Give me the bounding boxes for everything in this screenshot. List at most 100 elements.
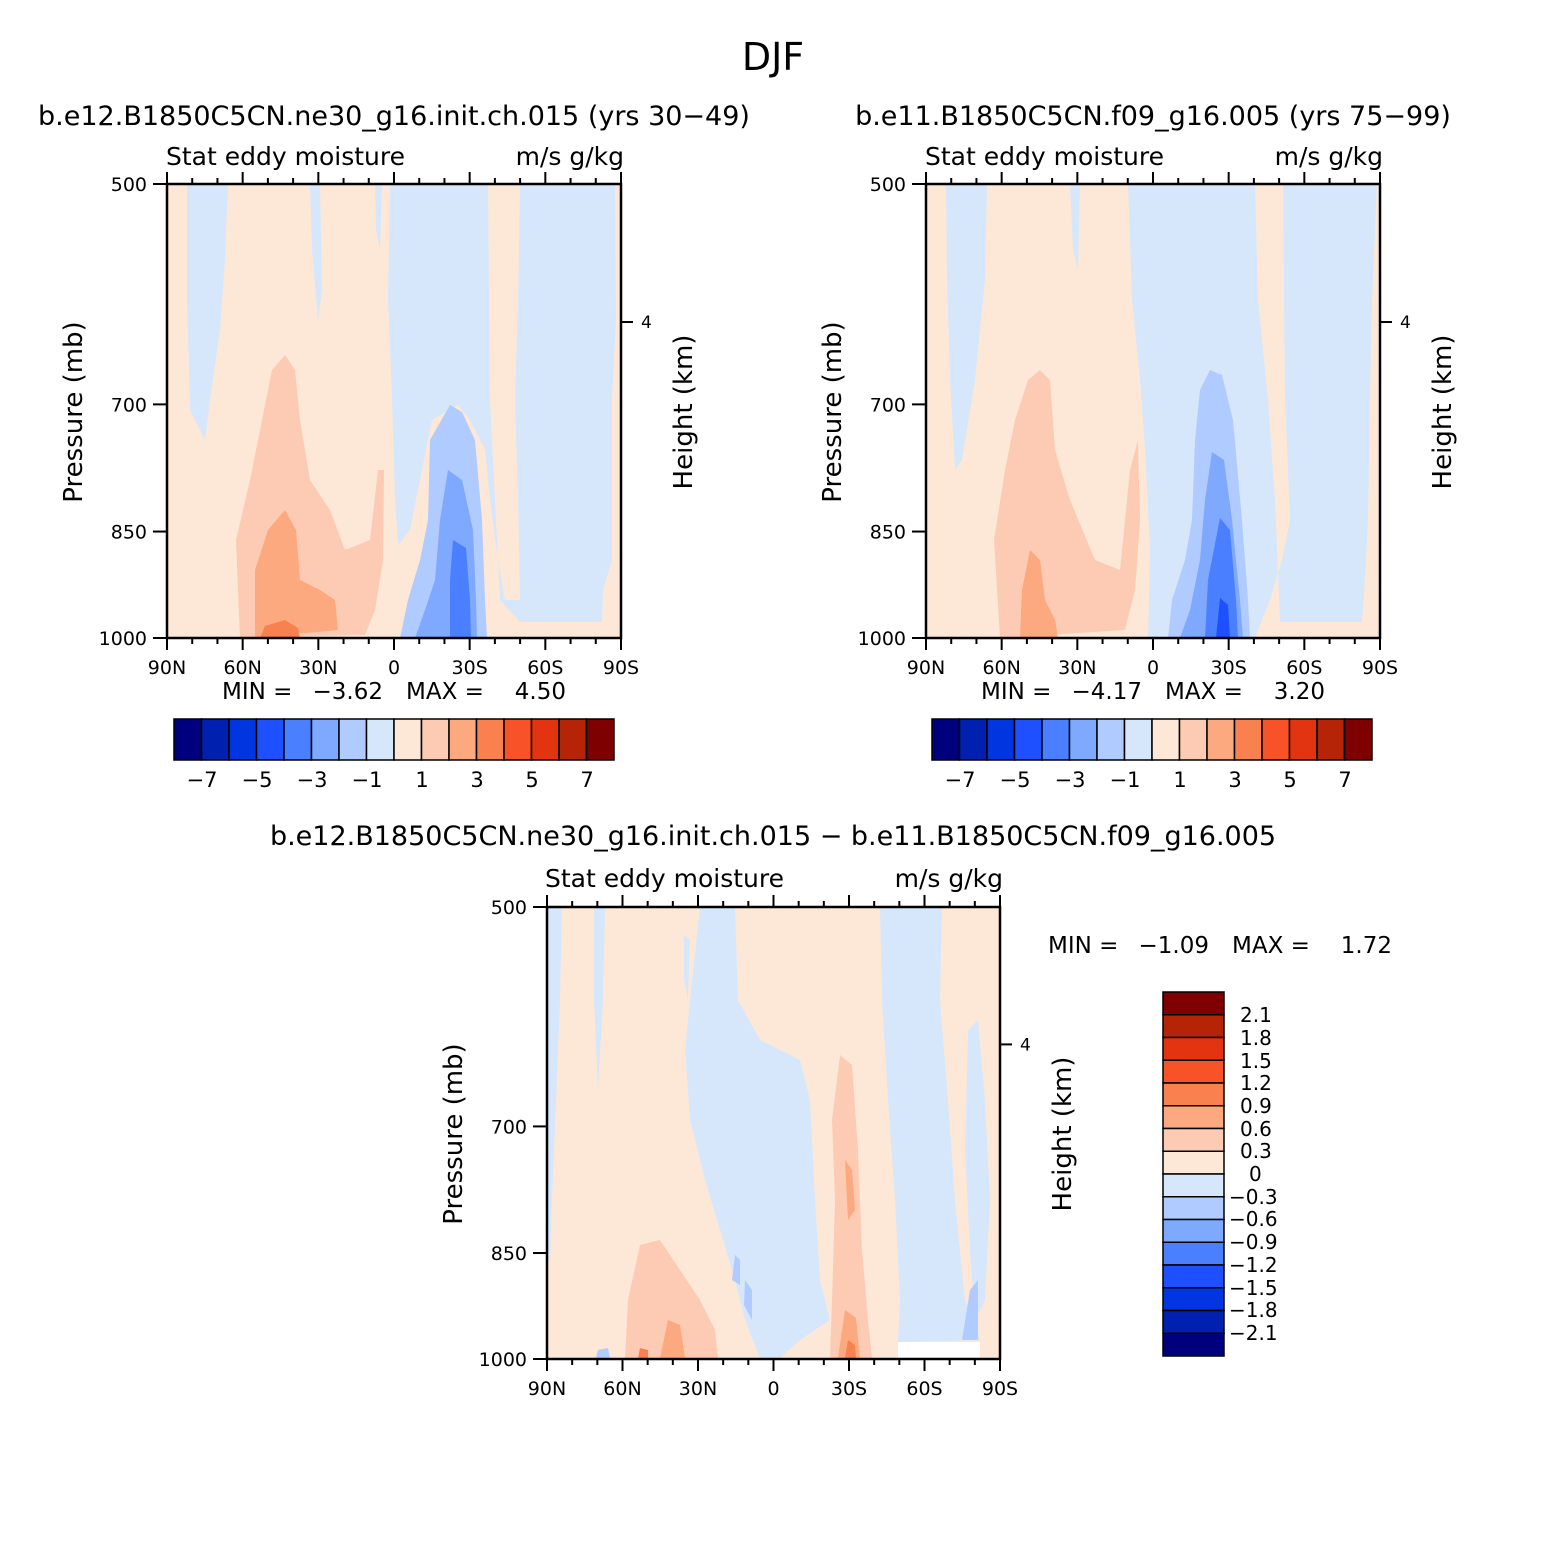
colorbar-label: 0: [1249, 1162, 1262, 1186]
colorbar-swatch: [530, 718, 560, 761]
contour-field: [547, 907, 1000, 1359]
y2label: Height (km): [669, 335, 699, 490]
x-tick-label: 90S: [1362, 657, 1398, 679]
colorbar-swatch: [310, 718, 340, 761]
colorbar-label: −7: [945, 768, 976, 792]
y-tick-label: 500: [870, 174, 906, 196]
colorbar-label: 0.9: [1240, 1094, 1272, 1118]
contour-neg-band-a: [187, 184, 228, 440]
colorbar-swatch: [1162, 1241, 1225, 1266]
panel-title: b.e12.B1850C5CN.ne30_g16.init.ch.015 (yr…: [38, 101, 750, 132]
colorbar-labels: −7 −5 −3 −1 1 3 5 7: [187, 768, 594, 792]
x-tick-label: 0: [767, 1378, 779, 1400]
y-tick-label: 1000: [99, 628, 147, 650]
contour-neg-band-e: [880, 907, 980, 1342]
x-tick-label: 90N: [148, 657, 186, 679]
colorbar-label: −1.2: [1229, 1253, 1278, 1277]
missing-data-patch: [898, 1342, 980, 1358]
contour-pos-3: [255, 510, 338, 638]
y-tick-label: 1000: [479, 1349, 527, 1371]
colorbar-swatch: [448, 718, 478, 761]
colorbar-label: 1: [415, 768, 428, 792]
contour-field: [167, 184, 621, 638]
contour-pos-3-c: [660, 1320, 685, 1358]
contour-neg-band-b: [1070, 184, 1080, 270]
colorbar-swatch: [1162, 1173, 1225, 1198]
colorbar-label: −0.3: [1229, 1185, 1278, 1209]
min-value: −4.17: [1072, 679, 1142, 705]
colorbar-label: 1.2: [1240, 1071, 1272, 1095]
x-tick-label: 30N: [1058, 657, 1096, 679]
colorbar-swatch: [1162, 1309, 1225, 1334]
colorbar-swatch: [1288, 718, 1318, 761]
y2label: Height (km): [1428, 335, 1458, 490]
ylabel: Pressure (mb): [439, 1043, 469, 1224]
contour-pos-4-a: [845, 1340, 856, 1358]
left-string: Stat eddy moisture: [925, 142, 1164, 171]
colorbar-label: 2.1: [1240, 1003, 1272, 1027]
colorbar-swatch: [1151, 718, 1181, 761]
colorbar-swatch: [338, 718, 368, 761]
colorbar-label: 7: [580, 768, 593, 792]
max-value: 4.50: [515, 679, 566, 705]
x-tick-label: 60S: [906, 1378, 942, 1400]
colorbar-label: −3: [1055, 768, 1086, 792]
colorbar-swatch: [1162, 1127, 1225, 1152]
colorbar-swatch: [1162, 1287, 1225, 1312]
y-tick-label: 850: [491, 1243, 527, 1265]
contour-neg-4: [1205, 518, 1238, 638]
contour-neg-band-b: [310, 184, 322, 320]
min-label: MIN =: [1048, 933, 1118, 959]
x-tick-label: 30N: [299, 657, 337, 679]
colorbar-label: −0.6: [1229, 1207, 1278, 1231]
panel-title: b.e11.B1850C5CN.f09_g16.005 (yrs 75−99): [855, 101, 1451, 132]
panel-model-a: b.e12.B1850C5CN.ne30_g16.init.ch.015 (yr…: [38, 101, 750, 792]
y-tick-label: 850: [111, 522, 147, 544]
colorbar-swatch: [1162, 1218, 1225, 1243]
colorbar-label: 1.5: [1240, 1049, 1272, 1073]
contour-neg-band-d: [388, 184, 616, 622]
colorbar-swatch: [173, 718, 203, 761]
colorbar-swatch: [1233, 718, 1263, 761]
contour-neg-band-a: [946, 184, 987, 470]
colorbar-swatch: [1162, 1150, 1225, 1175]
right-string: m/s g/kg: [516, 142, 624, 171]
y-tick-label: 500: [491, 897, 527, 919]
colorbar-swatch: [1178, 718, 1208, 761]
colorbar-swatch: [1013, 718, 1043, 761]
contour-pos-2-b: [625, 1240, 718, 1358]
contour-neg-band-d: [685, 907, 830, 1358]
colorbar-labels: −7 −5 −3 −1 1 3 5 7: [945, 768, 1352, 792]
max-label: MAX =: [406, 679, 484, 705]
colorbar-swatch: [1162, 1036, 1225, 1061]
x-tick-label: 60N: [982, 657, 1020, 679]
colorbar-swatch: [1162, 1264, 1225, 1289]
x-tick-label: 60N: [223, 657, 261, 679]
contour-neg-band-c: [1128, 184, 1377, 638]
y-tick-label: 850: [870, 522, 906, 544]
contour-neg-2-c: [962, 1280, 978, 1340]
y2-tick-label: 4: [641, 313, 652, 333]
max-label: MAX =: [1232, 933, 1310, 959]
right-string: m/s g/kg: [895, 864, 1003, 893]
contour-field: [926, 184, 1380, 638]
colorbar-label: −1.8: [1229, 1298, 1278, 1322]
min-value: −3.62: [313, 679, 383, 705]
colorbar-swatch: [958, 718, 988, 761]
right-string: m/s g/kg: [1275, 142, 1383, 171]
stats-line: MIN = −3.62 MAX = 4.50: [222, 679, 566, 705]
colorbar-swatch: [1162, 1332, 1225, 1357]
colorbar-swatch: [420, 718, 450, 761]
y-tick-label: 500: [111, 174, 147, 196]
colorbar-swatch: [1068, 718, 1098, 761]
colorbar-label: −2.1: [1229, 1321, 1278, 1345]
y2label: Height (km): [1048, 1057, 1078, 1212]
x-tick-label: 90S: [603, 657, 639, 679]
colorbar-swatch: [1206, 718, 1236, 761]
contour-neg-5: [1216, 598, 1230, 638]
ylabel: Pressure (mb): [59, 321, 89, 502]
y-tick-label: 700: [111, 394, 147, 416]
plot-frame: 90N 60N 30N 0 30S 60S 90S 500 700 850 1000 4: [858, 172, 1411, 679]
colorbar-label: 1: [1173, 768, 1186, 792]
